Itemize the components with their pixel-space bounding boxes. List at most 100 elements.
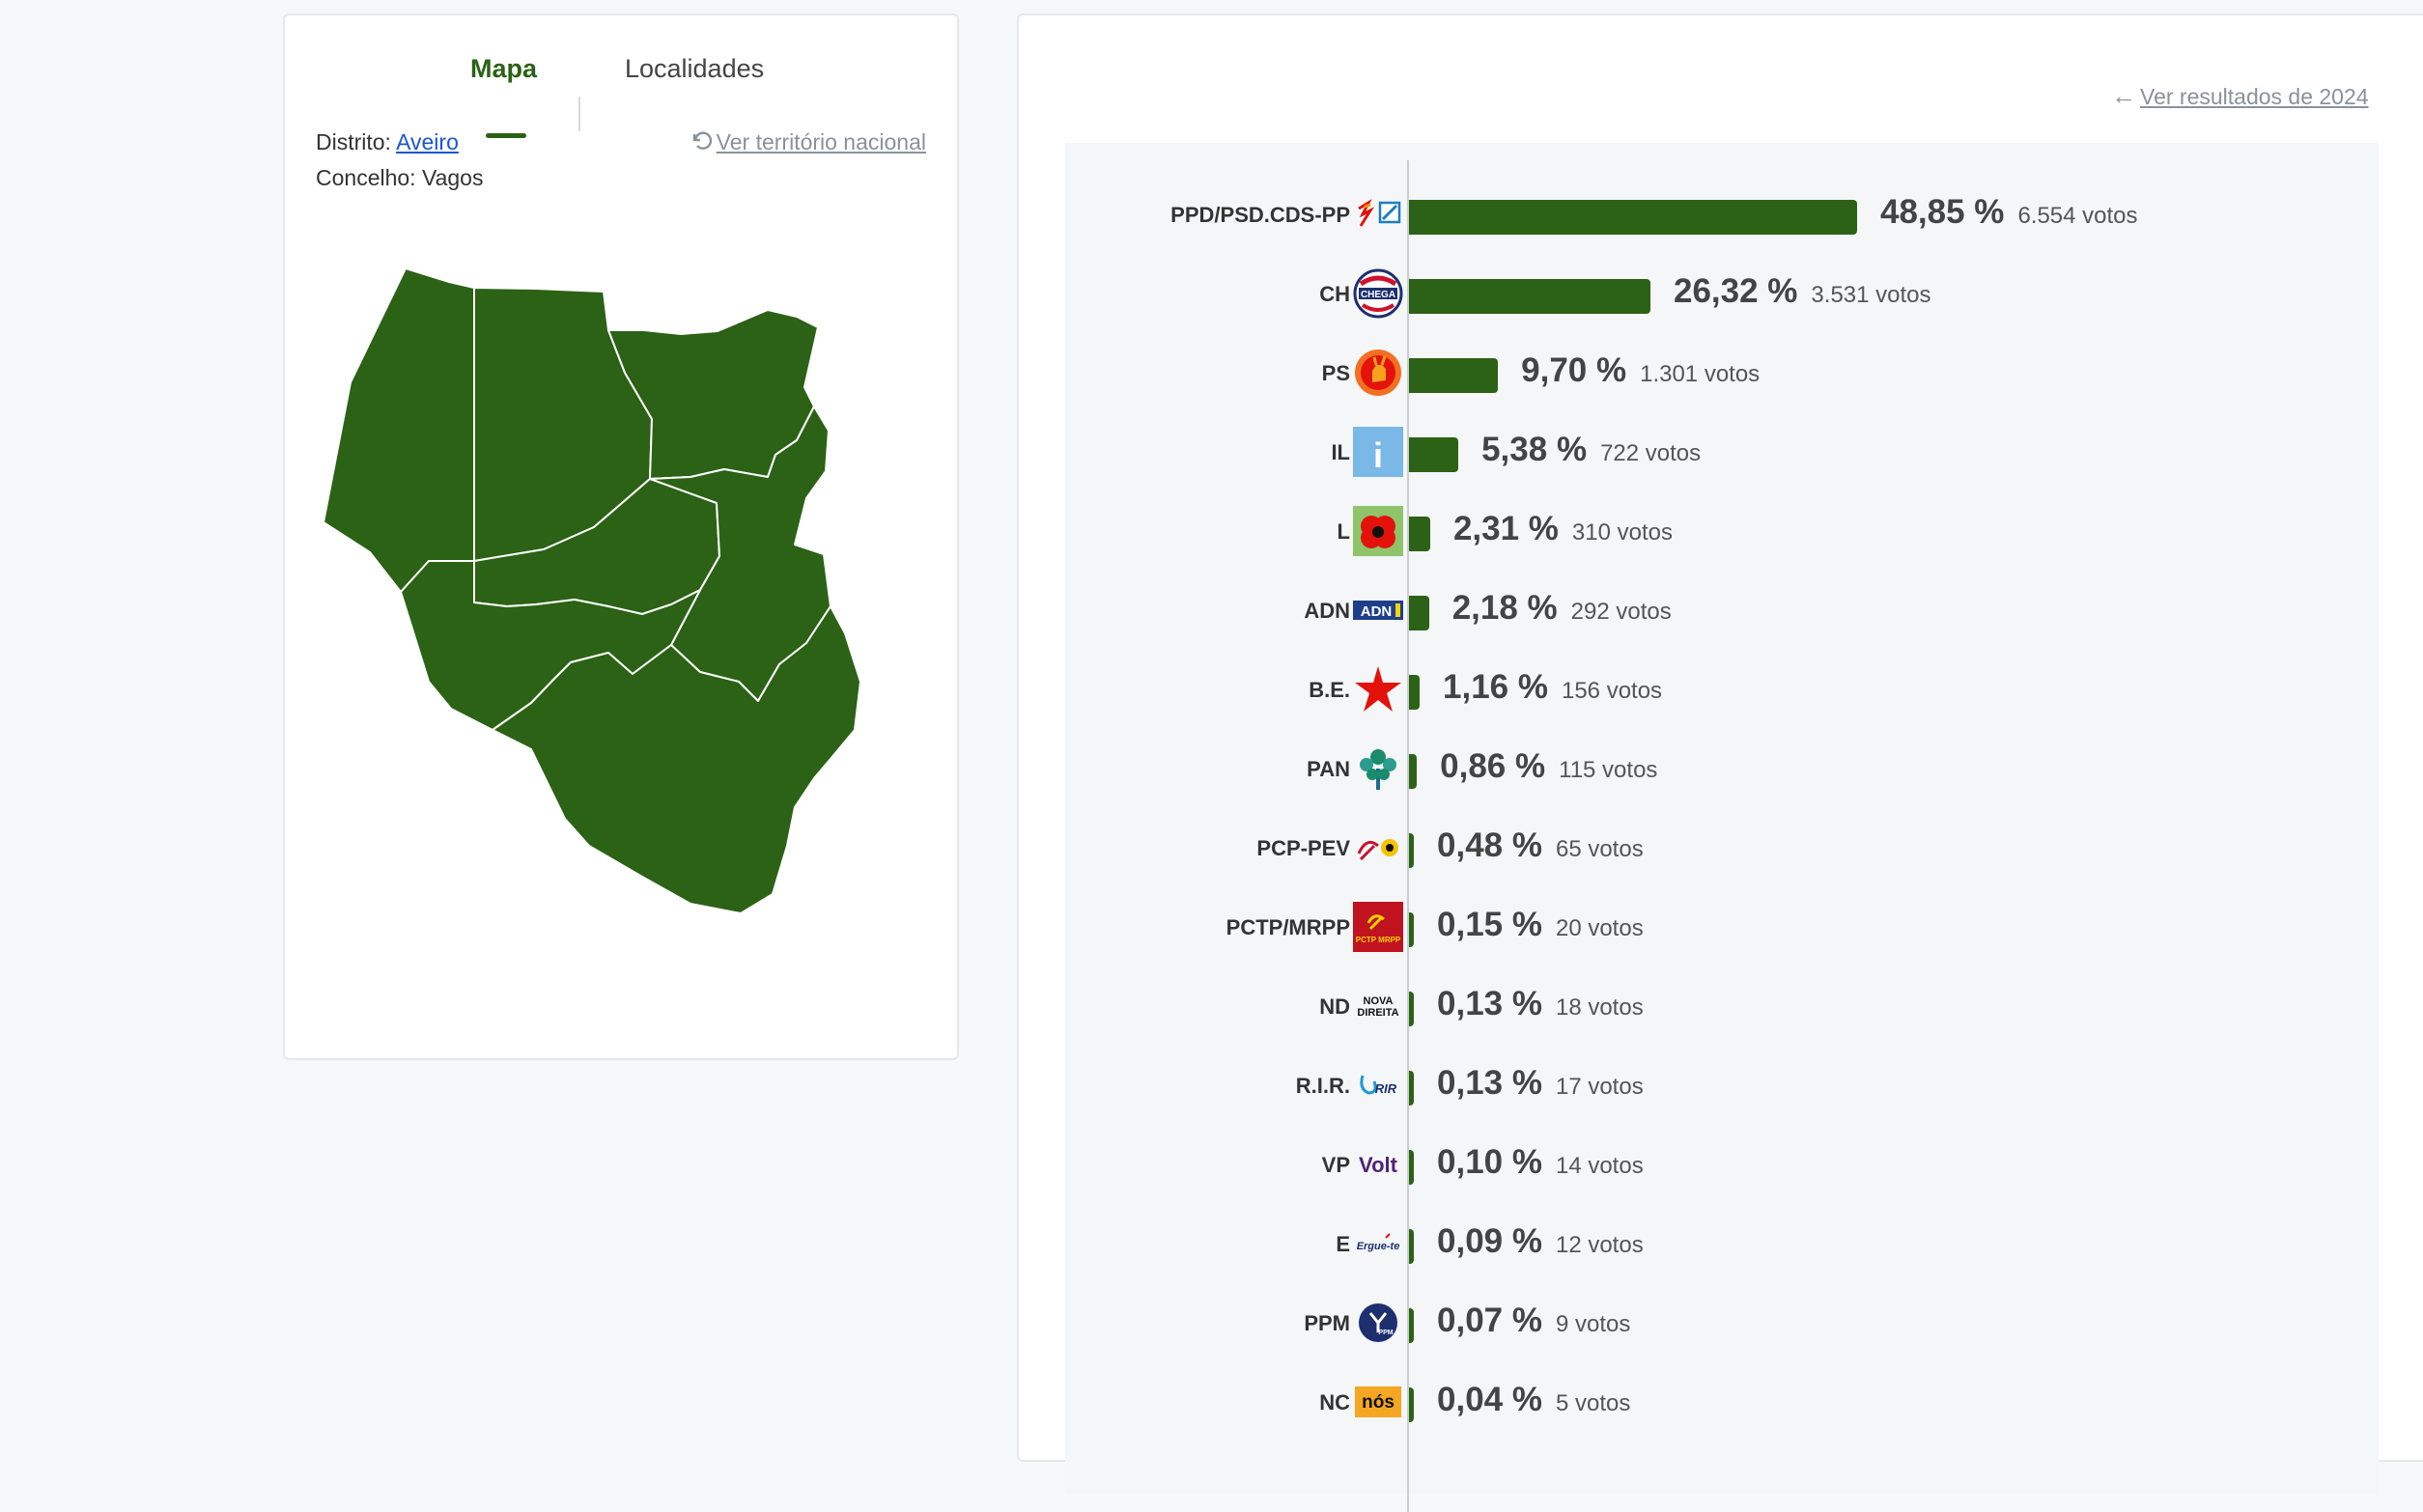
- map-freguesia[interactable]: [492, 605, 861, 914]
- result-bar: [1409, 1387, 1414, 1422]
- ppm-logo-icon: PPM: [1353, 1298, 1403, 1348]
- result-value: 2,18 % 292 votos: [1452, 589, 1672, 628]
- percentage-label: 5,38 %: [1481, 431, 1588, 468]
- result-bar: [1409, 437, 1459, 472]
- svg-text:i: i: [1373, 435, 1383, 475]
- result-row: L 2,31 % 310 votos: [1065, 498, 2379, 556]
- result-row: R.I.R. RIR 0,13 % 17 votos: [1065, 1052, 2379, 1110]
- votes-label: 65 votos: [1555, 836, 1644, 862]
- votes-label: 722 votos: [1600, 440, 1702, 466]
- results-panel: ← Ver resultados de 2024 PPD/PSD.CDS-PP 48…: [1017, 14, 2423, 1512]
- party-name: PPD/PSD.CDS-PP: [1170, 203, 1350, 227]
- previous-results-link-text: Ver resultados de 2024: [2140, 84, 2369, 109]
- result-value: 0,10 % 14 votos: [1437, 1143, 1644, 1182]
- psd-cds-logo-icon: [1353, 189, 1403, 239]
- result-row: PCP-PEV 0,48 % 65 votos: [1065, 815, 2379, 873]
- pctp-mrpp-logo-icon: PCTP MRPP: [1353, 902, 1403, 952]
- result-value: 0,07 % 9 votos: [1437, 1302, 1630, 1340]
- svg-text:NOVA: NOVA: [1364, 995, 1394, 1007]
- nova-direita-logo-icon: NOVA DIREITA: [1353, 981, 1403, 1031]
- result-bar: [1409, 279, 1650, 314]
- undo-icon: [692, 131, 712, 150]
- svg-text:Ergue-te: Ergue-te: [1357, 1241, 1400, 1252]
- result-bar: [1409, 912, 1414, 947]
- party-name: IL: [1331, 440, 1350, 464]
- result-bar: [1409, 675, 1421, 710]
- be-star-logo-icon: [1353, 664, 1403, 714]
- pan-tree-logo-icon: [1353, 743, 1403, 794]
- party-name: ADN: [1304, 599, 1350, 623]
- percentage-label: 0,86 %: [1440, 747, 1546, 785]
- result-row: PS 9,70 % 1.301 votos: [1065, 340, 2379, 398]
- result-value: 1,16 % 156 votos: [1443, 668, 1662, 707]
- result-value: 0,04 % 5 votos: [1437, 1381, 1630, 1419]
- concelho-map: [323, 267, 861, 914]
- distrito-link[interactable]: Aveiro: [396, 129, 459, 154]
- result-bar: [1409, 596, 1429, 630]
- percentage-label: 26,32 %: [1673, 272, 1798, 310]
- chega-logo-icon: CHEGA: [1353, 268, 1403, 319]
- votes-label: 310 votos: [1571, 519, 1673, 546]
- chart-axis-line: [1407, 160, 1409, 1512]
- result-row: PAN 0,86 % 115 votos: [1065, 736, 2379, 794]
- result-value: 9,70 % 1.301 votos: [1521, 351, 1760, 390]
- votes-label: 1.301 votos: [1640, 361, 1761, 387]
- votes-label: 18 votos: [1555, 994, 1644, 1021]
- result-bar: [1409, 1229, 1414, 1264]
- result-bar: [1409, 992, 1414, 1026]
- tab-localidades[interactable]: Localidades: [625, 54, 765, 83]
- tab-active-indicator: [486, 133, 526, 138]
- result-value: 0,13 % 17 votos: [1437, 1064, 1644, 1103]
- result-bar: [1409, 1071, 1414, 1106]
- distrito-label: Distrito:: [316, 129, 391, 154]
- percentage-label: 0,07 %: [1437, 1302, 1542, 1339]
- pcp-pev-logo-icon: [1353, 823, 1403, 873]
- svg-text:RIR: RIR: [1375, 1081, 1397, 1096]
- national-territory-link[interactable]: Ver território nacional: [690, 129, 926, 155]
- concelho-row: Concelho: Vagos: [316, 165, 483, 191]
- nos-cidadaos-logo-icon: nós: [1353, 1377, 1403, 1427]
- party-name: PAN: [1307, 757, 1350, 781]
- national-link-text: Ver território nacional: [716, 129, 926, 154]
- result-row: PPM PPM 0,07 % 9 votos: [1065, 1290, 2379, 1348]
- result-value: 5,38 % 722 votos: [1481, 431, 1701, 469]
- result-row: CH CHEGA 26,32 % 3.531 votos: [1065, 261, 2379, 319]
- arrow-left-icon: ←: [2111, 81, 2136, 110]
- results-bar-chart: PPD/PSD.CDS-PP 48,85 % 6.554 votos CH CHEGA 2…: [1065, 143, 2379, 1512]
- ergue-te-logo-icon: Ergue-te: [1353, 1218, 1403, 1269]
- result-bar: [1409, 833, 1414, 868]
- previous-results-link[interactable]: ← Ver resultados de 2024: [2111, 81, 2369, 111]
- party-name: ND: [1319, 994, 1350, 1019]
- percentage-label: 1,16 %: [1443, 668, 1548, 706]
- votes-label: 9 votos: [1555, 1311, 1631, 1337]
- livre-poppy-logo-icon: [1353, 506, 1403, 556]
- votes-label: 20 votos: [1555, 915, 1644, 941]
- tab-mapa[interactable]: Mapa: [470, 54, 538, 83]
- party-name: PPM: [1304, 1311, 1350, 1335]
- party-name: PCP-PEV: [1256, 836, 1350, 860]
- svg-text:DIREITA: DIREITA: [1357, 1007, 1398, 1019]
- view-tabs: Mapa Localidades: [285, 54, 957, 138]
- volt-logo-icon: Volt: [1353, 1139, 1403, 1190]
- votes-label: 115 votos: [1559, 757, 1658, 783]
- distrito-row: Distrito: Aveiro: [316, 129, 459, 155]
- party-name: R.I.R.: [1295, 1074, 1350, 1098]
- party-name: B.E.: [1309, 678, 1350, 702]
- result-value: 0,48 % 65 votos: [1437, 826, 1644, 865]
- map-freguesia[interactable]: [323, 267, 475, 593]
- party-name: E: [1336, 1232, 1350, 1256]
- ps-fist-logo-icon: [1353, 348, 1403, 398]
- percentage-label: 0,48 %: [1437, 826, 1542, 864]
- votes-label: 292 votos: [1570, 599, 1672, 625]
- result-row: NC nós 0,04 % 5 votos: [1065, 1369, 2379, 1427]
- result-value: 2,31 % 310 votos: [1453, 510, 1673, 548]
- svg-text:nós: nós: [1362, 1392, 1395, 1413]
- result-row: ND NOVA DIREITA 0,13 % 18 votos: [1065, 973, 2379, 1031]
- svg-text:Volt: Volt: [1359, 1153, 1398, 1177]
- percentage-label: 2,31 %: [1452, 510, 1559, 547]
- result-value: 0,13 % 18 votos: [1437, 985, 1644, 1023]
- result-bar: [1409, 200, 1857, 235]
- result-bar: [1409, 358, 1499, 393]
- svg-text:ADN: ADN: [1361, 603, 1393, 620]
- percentage-label: 0,13 %: [1437, 985, 1542, 1022]
